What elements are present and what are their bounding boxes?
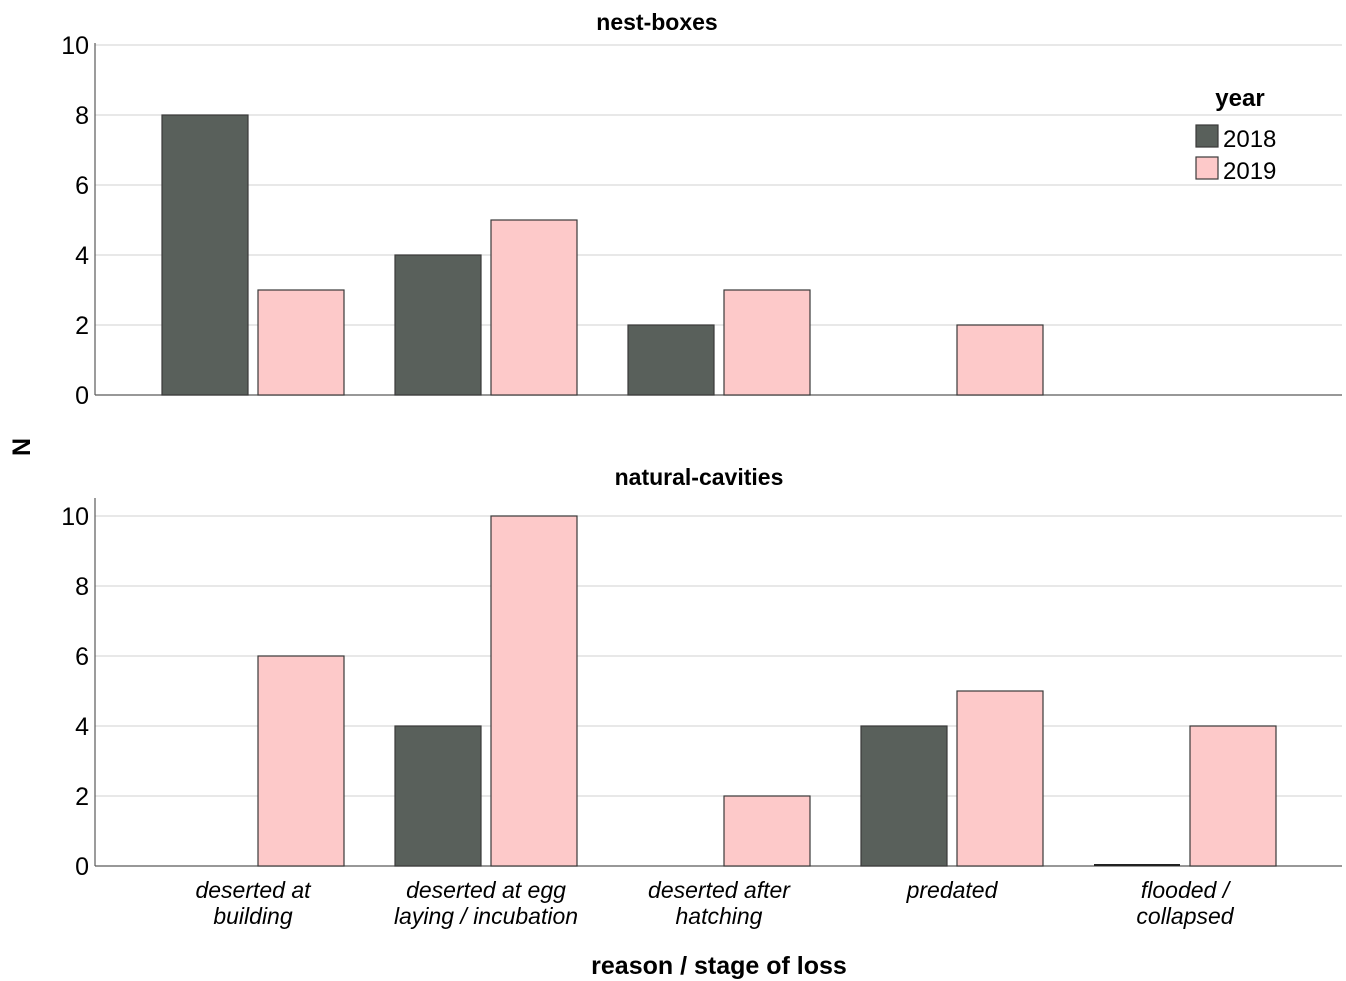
x-tick-label-line: collapsed: [1136, 903, 1234, 929]
x-tick-label-line: deserted after: [648, 877, 791, 903]
x-tick-label-line: flooded /: [1141, 877, 1232, 903]
bar-2019-4: [956, 324, 1044, 396]
y-tick-label: 6: [75, 643, 89, 671]
bar-2018-4: [860, 725, 948, 867]
x-tick-label-line: deserted at: [195, 877, 312, 903]
y-tick-label: 8: [75, 573, 89, 601]
y-tick-label: 6: [75, 172, 89, 200]
x-tick-label: deserted at egg laying / incubation: [394, 877, 578, 929]
y-tick-label: 2: [75, 783, 89, 811]
category-labels: deserted at building deserted at egg laying…: [195, 877, 1234, 929]
panel-title-nest-boxes: nest-boxes: [596, 9, 717, 35]
legend-swatch-2018: [1195, 124, 1219, 148]
bar-2019-2: [490, 515, 578, 867]
x-tick-label: predated: [906, 877, 999, 903]
bar-2019-3: [723, 795, 811, 867]
x-tick-label-line: hatching: [676, 903, 763, 929]
y-tick-label: 8: [75, 102, 89, 130]
bar-2019-5: [1189, 725, 1277, 867]
bar-2018-2: [394, 254, 482, 396]
legend-title: year: [1215, 85, 1264, 112]
bar-2019-4: [956, 690, 1044, 867]
legend: year 2018 2019: [1195, 85, 1276, 185]
legend-label-2019: 2019: [1223, 158, 1276, 185]
bar-2018-1: [161, 114, 249, 396]
bar-2019-1: [257, 289, 345, 396]
x-tick-label-line: laying / incubation: [394, 903, 578, 929]
x-tick-label: deserted after hatching: [648, 877, 791, 929]
y-tick-label: 10: [61, 503, 89, 531]
bar-2019-3: [723, 289, 811, 396]
bar-2018-3: [627, 324, 715, 396]
y-tick-label: 2: [75, 312, 89, 340]
x-tick-label: deserted at building: [195, 877, 312, 929]
x-tick-label: flooded / collapsed: [1136, 877, 1234, 929]
y-tick-label: 10: [61, 32, 89, 60]
panel-natural-cavities: natural-cavities 0 2 4 6 8 10: [61, 464, 1342, 881]
x-tick-label-line: building: [213, 903, 292, 929]
panel-nest-boxes: nest-boxes 0 2 4 6 8 10: [61, 9, 1342, 410]
legend-label-2018: 2018: [1223, 126, 1276, 153]
y-tick-label: 4: [75, 713, 89, 741]
y-tick-label: 0: [75, 853, 89, 881]
bar-2018-2: [394, 725, 482, 867]
y-axis-title: N: [8, 438, 36, 456]
y-tick-label: 0: [75, 382, 89, 410]
bar-2019-2: [490, 219, 578, 396]
panel-title-natural-cavities: natural-cavities: [615, 464, 784, 490]
y-tick-label: 4: [75, 242, 89, 270]
x-tick-label-line: deserted at egg: [406, 877, 566, 903]
x-axis-title: reason / stage of loss: [591, 952, 847, 980]
x-tick-label-line: predated: [906, 877, 999, 903]
legend-swatch-2019: [1195, 156, 1219, 180]
bar-2019-1: [257, 655, 345, 867]
